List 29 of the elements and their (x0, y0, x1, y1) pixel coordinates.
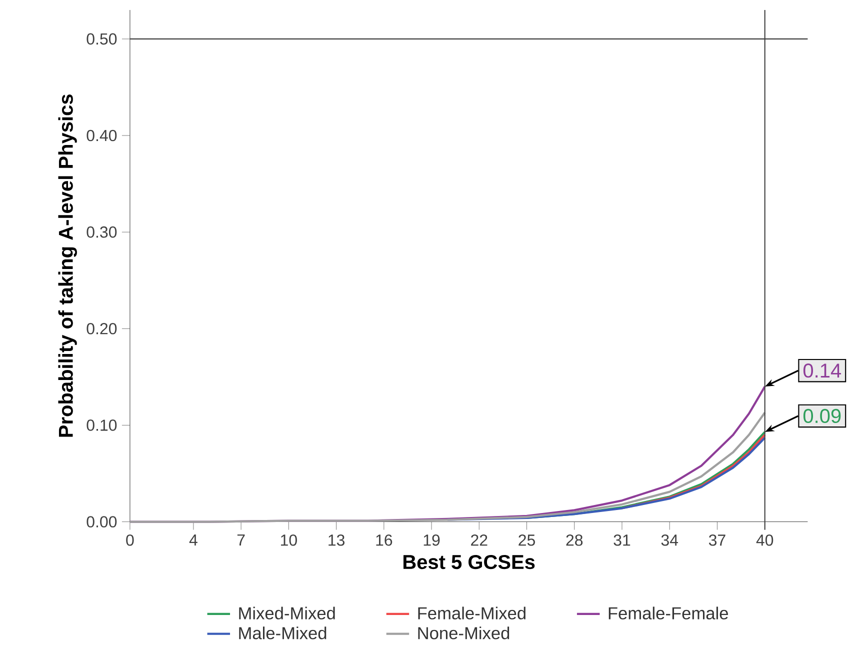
y-tick-label: 0.40 (86, 130, 117, 142)
annotation: 0.14 (803, 364, 842, 378)
x-tick-label: 16 (376, 534, 392, 546)
x-tick-label: 22 (471, 534, 488, 546)
x-tick-label: 40 (756, 534, 774, 546)
legend-label: Female-Female (608, 606, 728, 620)
x-tick-label: 13 (328, 534, 344, 546)
annotation: 0.09 (803, 409, 841, 424)
y-tick-label: 0.20 (86, 323, 117, 334)
x-tick-label: 28 (566, 534, 583, 546)
x-tick-label: 4 (189, 534, 198, 546)
x-tick-label: 25 (518, 534, 535, 546)
x-tick-label: 10 (280, 534, 297, 546)
x-tick-label: 34 (661, 534, 678, 546)
legend-label: Mixed-Mixed (239, 606, 335, 620)
y-tick-label: 0.30 (86, 226, 117, 238)
legend-label: Male-Mixed (239, 626, 326, 640)
y-tick-label: 0.50 (86, 33, 117, 45)
x-tick-label: 37 (708, 534, 726, 546)
x-axis-title: Best 5 GCSEs (403, 555, 535, 570)
x-tick-label: 0 (126, 534, 134, 546)
legend-label: Female-Mixed (418, 606, 526, 620)
y-axis-title: Probability of taking A-level Physics (58, 94, 77, 437)
x-tick-label: 31 (614, 534, 630, 546)
y-tick-label: 0.10 (86, 420, 117, 432)
y-tick-label: 0.00 (86, 516, 117, 528)
x-tick-label: 7 (237, 534, 245, 546)
x-tick-label: 19 (424, 534, 440, 546)
legend-label: None-Mixed (418, 626, 510, 640)
